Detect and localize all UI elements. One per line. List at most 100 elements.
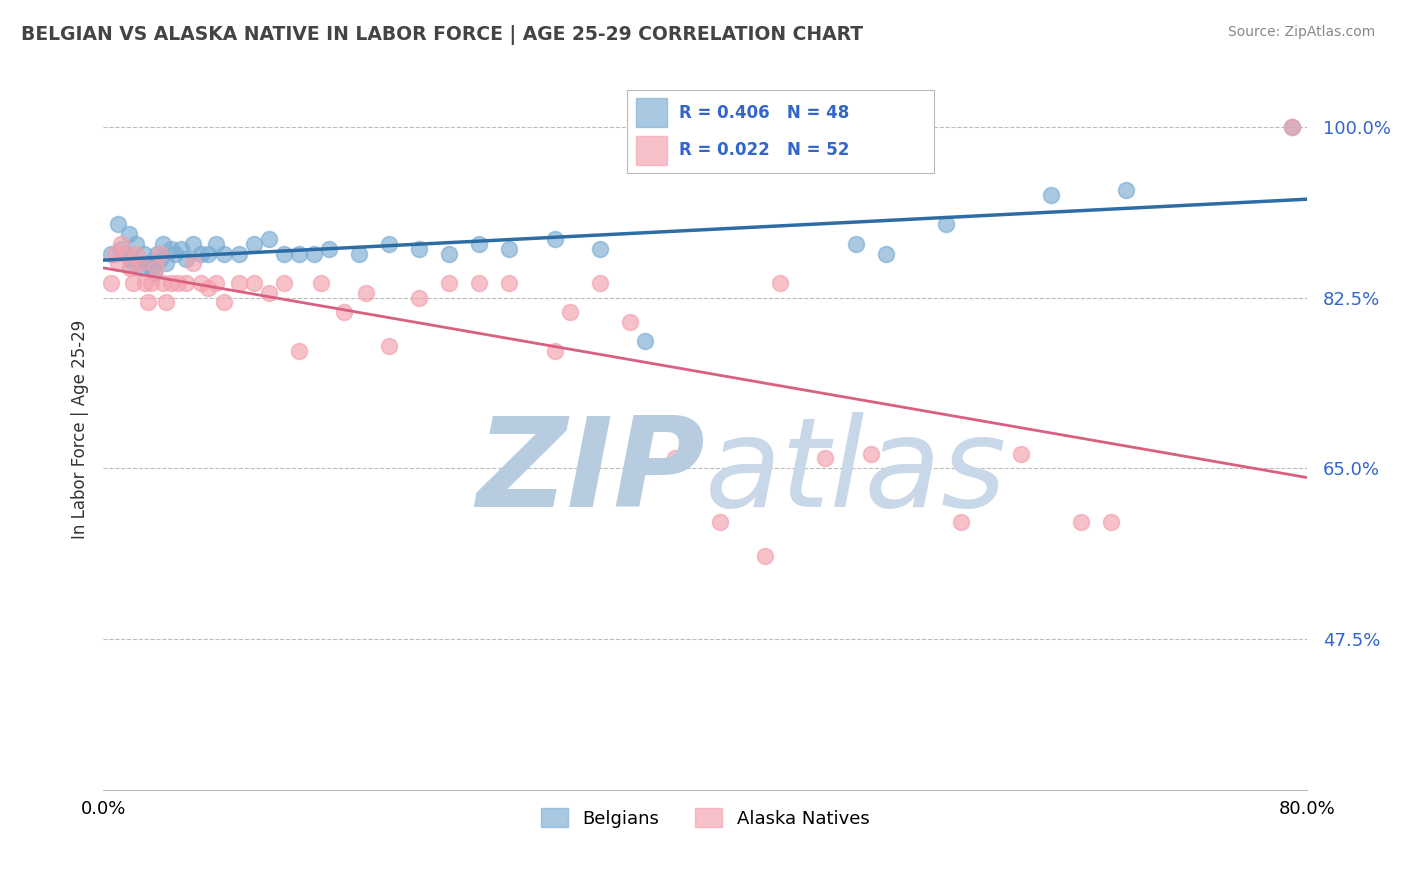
Point <box>257 285 280 300</box>
Point <box>408 291 430 305</box>
Point <box>1281 120 1303 134</box>
Point <box>1010 447 1032 461</box>
Point <box>311 276 333 290</box>
Point <box>318 242 340 256</box>
Point <box>558 305 581 319</box>
Point <box>859 447 882 461</box>
Point <box>1070 515 1092 529</box>
Point <box>197 281 219 295</box>
Point <box>205 237 228 252</box>
Point <box>1040 188 1063 202</box>
Point <box>468 237 491 252</box>
Point <box>228 246 250 260</box>
Point <box>190 276 212 290</box>
Point <box>378 339 401 353</box>
Point <box>114 246 136 260</box>
Point <box>160 276 183 290</box>
Point <box>152 276 174 290</box>
Point <box>935 218 957 232</box>
Point <box>145 261 167 276</box>
Point <box>183 237 205 252</box>
Point <box>664 451 686 466</box>
Point <box>408 242 430 256</box>
Point <box>125 246 148 260</box>
Point <box>160 242 183 256</box>
Point <box>197 246 219 260</box>
Point <box>155 256 177 270</box>
Point <box>107 218 129 232</box>
Point <box>302 246 325 260</box>
Point <box>498 242 520 256</box>
Point <box>619 315 641 329</box>
Point <box>155 295 177 310</box>
Point <box>242 237 264 252</box>
Text: BELGIAN VS ALASKA NATIVE IN LABOR FORCE | AGE 25-29 CORRELATION CHART: BELGIAN VS ALASKA NATIVE IN LABOR FORCE … <box>21 25 863 45</box>
Point <box>949 515 972 529</box>
Point <box>347 246 370 260</box>
Point <box>205 276 228 290</box>
Point <box>287 246 309 260</box>
Point <box>183 256 205 270</box>
Point <box>114 246 136 260</box>
Point <box>100 276 122 290</box>
Point <box>356 285 378 300</box>
Point <box>149 252 172 266</box>
Point <box>174 252 197 266</box>
Point <box>170 242 193 256</box>
Point <box>589 242 612 256</box>
Point <box>125 237 148 252</box>
Point <box>132 246 155 260</box>
Point <box>104 246 127 260</box>
Point <box>769 276 792 290</box>
Y-axis label: In Labor Force | Age 25-29: In Labor Force | Age 25-29 <box>72 319 89 539</box>
Point <box>543 344 565 359</box>
Point <box>190 246 212 260</box>
Point <box>110 237 132 252</box>
Point <box>134 276 156 290</box>
Point <box>165 246 187 260</box>
Point <box>589 276 612 290</box>
Point <box>754 549 776 563</box>
Point <box>634 334 657 349</box>
Point <box>1099 515 1122 529</box>
Point <box>141 261 163 276</box>
Point <box>120 252 142 266</box>
Point <box>228 276 250 290</box>
Point <box>122 256 145 270</box>
Point <box>129 261 152 276</box>
Point <box>709 515 731 529</box>
Point <box>845 237 868 252</box>
Point <box>439 276 461 290</box>
Point <box>141 276 163 290</box>
Point <box>100 246 122 260</box>
Point <box>212 295 235 310</box>
Point <box>107 256 129 270</box>
Point <box>273 246 295 260</box>
Point <box>167 276 190 290</box>
Point <box>149 246 172 260</box>
Point <box>257 232 280 246</box>
Point <box>875 246 897 260</box>
Point <box>333 305 356 319</box>
Point <box>152 237 174 252</box>
Point <box>498 276 520 290</box>
Point <box>122 276 145 290</box>
Point <box>146 246 169 260</box>
Legend: Belgians, Alaska Natives: Belgians, Alaska Natives <box>533 801 877 835</box>
Point <box>242 276 264 290</box>
Point <box>273 276 295 290</box>
Point <box>110 242 132 256</box>
Point <box>120 261 142 276</box>
Point <box>174 276 197 290</box>
Point <box>136 295 159 310</box>
Point <box>814 451 837 466</box>
Point <box>1281 120 1303 134</box>
Point <box>287 344 309 359</box>
Point <box>468 276 491 290</box>
Point <box>543 232 565 246</box>
Text: Source: ZipAtlas.com: Source: ZipAtlas.com <box>1227 25 1375 39</box>
Point <box>212 246 235 260</box>
Point <box>439 246 461 260</box>
Point <box>129 256 152 270</box>
Point <box>378 237 401 252</box>
